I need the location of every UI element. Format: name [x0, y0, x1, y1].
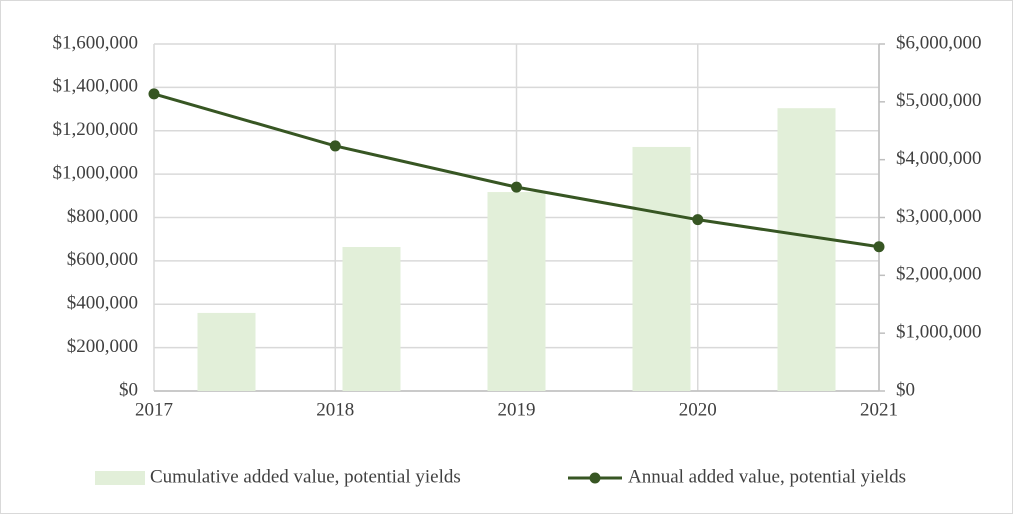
bar: [777, 108, 836, 391]
y2-tick-label: $1,000,000: [896, 322, 982, 343]
x-tick-label: 2017: [135, 399, 173, 420]
x-tick-label: 2018: [316, 399, 354, 420]
y2-tick-label: $2,000,000: [896, 264, 982, 285]
y2-tick-label: $5,000,000: [896, 90, 982, 111]
legend-label: Cumulative added value, potential yields: [150, 466, 461, 487]
y-tick-label: $800,000: [67, 206, 138, 227]
bar: [197, 312, 256, 391]
y-tick-label: $0: [119, 379, 138, 400]
line-point: [148, 88, 160, 100]
bar: [487, 192, 546, 391]
y2-tick-label: $3,000,000: [896, 206, 982, 227]
y-tick-label: $1,000,000: [53, 162, 139, 183]
y2-tick-label: $6,000,000: [896, 32, 982, 53]
y2-tick-label: $4,000,000: [896, 148, 982, 169]
legend-swatch: [589, 472, 601, 484]
y-tick-label: $400,000: [67, 293, 138, 314]
line-point: [873, 241, 885, 253]
line-point: [692, 214, 704, 226]
x-tick-label: 2020: [679, 399, 717, 420]
bar: [342, 246, 401, 391]
y-tick-label: $200,000: [67, 336, 138, 357]
y-tick-label: $1,600,000: [53, 32, 139, 53]
y2-tick-label: $0: [896, 379, 915, 400]
x-tick-label: 2021: [860, 399, 898, 420]
x-tick-label: 2019: [498, 399, 536, 420]
line-point: [511, 181, 522, 193]
y-tick-label: $1,400,000: [53, 76, 139, 97]
bar: [632, 146, 691, 391]
y-tick-label: $600,000: [67, 249, 138, 270]
line-point: [329, 140, 341, 152]
y-tick-label: $1,200,000: [53, 119, 139, 140]
legend-label: Annual added value, potential yields: [628, 466, 906, 487]
legend-swatch: [95, 471, 145, 485]
